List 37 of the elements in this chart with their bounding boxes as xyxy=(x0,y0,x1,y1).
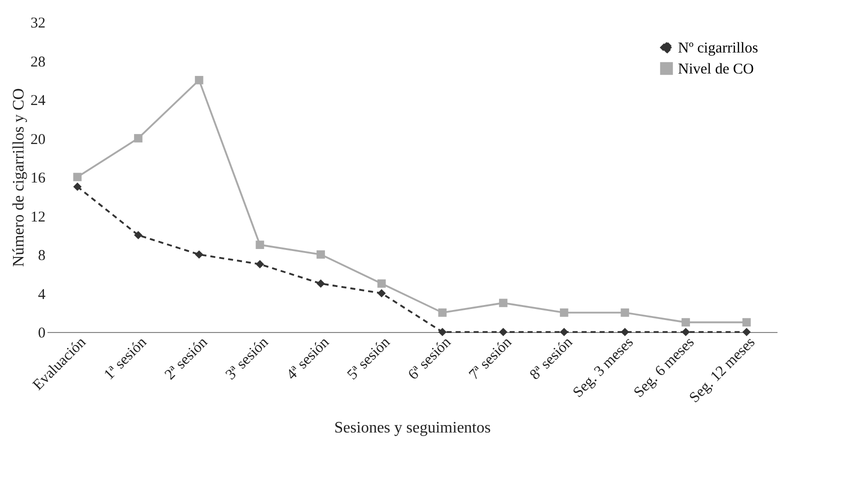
y-axis-title: Número de cigarrillos y CO xyxy=(10,88,28,267)
y-tick-label: 12 xyxy=(30,209,46,226)
y-tick-label: 8 xyxy=(38,248,46,264)
y-tick-label: 4 xyxy=(38,286,46,303)
y-tick-label: 24 xyxy=(30,93,46,109)
point xyxy=(256,240,264,249)
y-tick-label: 32 xyxy=(30,16,46,32)
legend-label: Nivel de CO xyxy=(678,62,754,78)
point xyxy=(438,308,447,317)
point xyxy=(377,289,386,298)
point xyxy=(73,172,82,182)
legend-label: Nº cigarrillos xyxy=(678,40,758,56)
point xyxy=(73,182,82,191)
x-axis-title: Sesiones y seguimientos xyxy=(334,420,491,436)
point xyxy=(134,230,142,240)
point xyxy=(620,308,630,317)
y-tick-label: 20 xyxy=(30,132,46,148)
point xyxy=(682,318,690,326)
point xyxy=(377,279,386,288)
point xyxy=(560,308,568,317)
point xyxy=(134,134,142,142)
point xyxy=(256,260,264,268)
point xyxy=(560,328,568,336)
point xyxy=(742,328,751,336)
point xyxy=(316,250,325,259)
point xyxy=(499,298,508,308)
point xyxy=(316,279,325,288)
point xyxy=(499,328,508,336)
point xyxy=(682,328,690,336)
point xyxy=(742,318,751,326)
point xyxy=(620,328,630,336)
y-tick-label: 28 xyxy=(30,54,46,70)
y-tick-label: 0 xyxy=(38,326,46,342)
y-tick-label: 16 xyxy=(30,170,46,186)
point xyxy=(194,250,204,259)
point xyxy=(438,328,447,336)
point xyxy=(194,76,204,84)
